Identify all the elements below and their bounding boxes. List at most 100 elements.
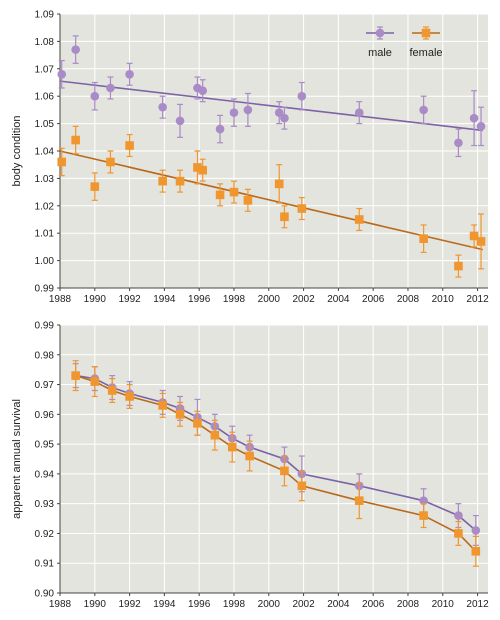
body-condition-male-point-9 [215, 124, 225, 134]
body-condition-female-point-3 [106, 157, 115, 167]
survival-plot-area [60, 325, 488, 593]
body-condition-male-trend-line [59, 80, 483, 132]
survival-x-tick-label-10: 2008 [397, 599, 420, 610]
body-condition-male-point-19 [476, 122, 486, 131]
legend-marker-male [375, 28, 385, 38]
body-condition-male-point-6 [175, 116, 185, 126]
body-condition-female-point-16 [419, 234, 428, 243]
body-condition-male-point-10 [229, 108, 239, 117]
body-condition-male-point-15 [354, 108, 364, 117]
body-condition-x-tick-label-3: 1994 [153, 294, 176, 305]
body-condition-female-point-4 [125, 141, 134, 150]
body-condition-y-tick-label-5: 1.04 [35, 147, 55, 158]
body-condition-female-point-1 [71, 135, 80, 145]
body-condition-female-point-8 [198, 165, 207, 175]
legend-marker-female [421, 28, 431, 38]
survival-y-tick-label-5: 0.95 [35, 440, 55, 451]
body-condition-y-tick-label-7: 1.06 [35, 92, 55, 103]
body-condition-female-point-7 [193, 163, 202, 172]
body-condition-male-point-3 [106, 83, 115, 93]
survival-x-tick-label-3: 1994 [153, 599, 176, 610]
body-condition-male-point-16 [419, 105, 428, 115]
body-condition-male-point-11 [243, 105, 253, 115]
body-condition-x-tick-label-2: 1992 [118, 294, 141, 305]
body-condition-male-point-0 [57, 69, 67, 79]
survival-y-tick-label-9: 0.99 [35, 321, 55, 332]
body-condition-female-point-17 [454, 261, 463, 271]
body-condition-x-tick-label-4: 1996 [188, 294, 211, 305]
survival-male-point-13 [419, 496, 428, 505]
body-condition-male-point-14 [297, 91, 307, 101]
body-condition-female-point-9 [215, 190, 225, 200]
body-condition-female-point-5 [158, 176, 167, 186]
body-condition-y-tick-label-2: 1.01 [35, 229, 55, 240]
body-condition-x-tick-label-11: 2010 [432, 294, 455, 305]
body-condition-x-tick-label-9: 2006 [362, 294, 385, 305]
survival-y-tick-label-2: 0.92 [35, 529, 55, 540]
body-condition-y-tick-label-10: 1.09 [35, 10, 55, 21]
survival-female-point-10 [280, 466, 289, 476]
survival-female-point-2 [107, 386, 117, 395]
body-condition-chart: 0.99 1.00 1.01 1.02 1.03 1.04 1.05 1.06 1.07 1.08… [11, 10, 489, 306]
survival-x-tick-label-7: 2002 [292, 599, 315, 610]
body-condition-y-axis-title: body condition [11, 116, 23, 187]
survival-x-tick-label-11: 2010 [432, 599, 455, 610]
body-condition-female-point-12 [274, 179, 284, 189]
body-condition-male-point-12 [274, 108, 284, 117]
survival-female-point-11 [297, 481, 307, 491]
body-condition-y-tick-label-1: 1.00 [35, 256, 55, 267]
survival-male-point-15 [471, 526, 481, 535]
body-condition-male-point-1 [71, 45, 80, 54]
body-condition-y-tick-label-9: 1.08 [35, 37, 55, 48]
survival-female-point-3 [125, 392, 134, 401]
body-condition-x-tick-label-10: 2008 [397, 294, 420, 305]
body-condition-male-point-4 [125, 69, 134, 79]
body-condition-legend: male female [366, 26, 443, 59]
body-condition-female-point-14 [297, 204, 307, 213]
survival-chart: 0.90 0.91 0.92 0.93 0.94 0.95 0.96 0.97 0.98 0.99… [11, 321, 489, 620]
body-condition-y-tick-label-4: 1.03 [35, 174, 55, 185]
survival-y-tick-label-7: 0.97 [35, 380, 55, 391]
legend-entry-female: female [409, 26, 443, 59]
survival-x-tick-label-1: 1990 [84, 599, 107, 610]
survival-female-point-8 [227, 442, 237, 452]
body-condition-female-point-10 [229, 187, 239, 197]
legend-label-male: male [368, 47, 392, 59]
survival-female-point-6 [193, 418, 202, 428]
body-condition-female-point-2 [90, 182, 100, 191]
body-condition-male-point-5 [158, 102, 167, 112]
body-condition-x-tick-label-0: 1988 [49, 294, 72, 305]
survival-x-tick-label-9: 2006 [362, 599, 385, 610]
body-condition-female-point-6 [175, 176, 185, 186]
survival-female-point-4 [158, 401, 167, 410]
body-condition-male-point-2 [90, 91, 100, 101]
survival-female-point-0 [71, 371, 80, 380]
body-condition-x-tick-label-1: 1990 [84, 294, 107, 305]
survival-x-tick-label-12: 2012 [466, 599, 489, 610]
survival-y-axis-title: apparent annual survival [11, 399, 23, 519]
survival-y-tick-label-4: 0.94 [35, 469, 55, 480]
body-condition-y-tick-label-8: 1.07 [35, 64, 55, 75]
body-condition-female-point-15 [354, 215, 364, 224]
survival-x-tick-label-2: 1992 [118, 599, 141, 610]
survival-female-point-5 [175, 410, 185, 419]
survival-y-tick-label-0: 0.90 [35, 589, 55, 600]
survival-female-point-9 [245, 451, 254, 461]
body-condition-female-point-0 [57, 157, 67, 167]
body-condition-female-point-13 [280, 212, 289, 222]
survival-x-tick-label-5: 1998 [223, 599, 246, 610]
survival-y-tick-label-8: 0.98 [35, 350, 55, 361]
body-condition-female-point-11 [243, 196, 253, 205]
survival-male-series-line [75, 374, 477, 532]
survival-female-point-15 [471, 547, 481, 556]
body-condition-y-tick-label-6: 1.05 [35, 119, 55, 130]
legend-entry-male: male [366, 26, 394, 59]
survival-female-point-14 [454, 529, 463, 538]
body-condition-x-tick-label-6: 2000 [258, 294, 281, 305]
body-condition-x-tick-label-7: 2002 [292, 294, 315, 305]
survival-x-tick-label-4: 1996 [188, 599, 211, 610]
survival-male-point-14 [454, 511, 463, 520]
survival-x-tick-label-0: 1988 [49, 599, 72, 610]
body-condition-male-point-18 [469, 113, 479, 123]
